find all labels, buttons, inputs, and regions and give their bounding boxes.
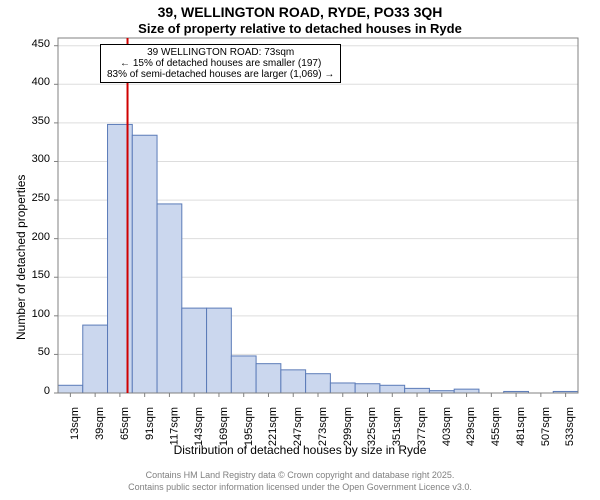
x-tick-label: 13sqm xyxy=(69,407,81,440)
x-tick-label: 533sqm xyxy=(565,407,577,446)
x-tick-label: 455sqm xyxy=(490,407,502,446)
y-tick-label: 400 xyxy=(0,76,50,88)
x-tick-label: 169sqm xyxy=(218,407,230,446)
y-tick-label: 300 xyxy=(0,153,50,165)
histogram-bar xyxy=(454,389,479,393)
histogram-bar xyxy=(231,356,256,393)
y-axis-label: Number of detached properties xyxy=(14,175,28,340)
x-axis-label: Distribution of detached houses by size … xyxy=(0,443,600,457)
x-tick-label: 143sqm xyxy=(193,407,205,446)
x-tick-label: 299sqm xyxy=(342,407,354,446)
histogram-bar xyxy=(132,135,157,393)
x-tick-label: 325sqm xyxy=(367,407,379,446)
histogram-bar xyxy=(281,370,306,393)
callout-line-3: 83% of semi-detached houses are larger (… xyxy=(107,69,334,80)
histogram-bar xyxy=(355,384,380,393)
histogram-bar xyxy=(157,204,182,393)
histogram-bar xyxy=(380,385,405,393)
x-tick-label: 117sqm xyxy=(168,407,180,445)
histogram-bar xyxy=(83,325,108,393)
callout-box: 39 WELLINGTON ROAD: 73sqm ← 15% of detac… xyxy=(100,44,341,83)
x-tick-label: 403sqm xyxy=(441,407,453,446)
x-tick-label: 507sqm xyxy=(540,407,552,446)
histogram-bar xyxy=(182,308,207,393)
x-tick-label: 221sqm xyxy=(267,407,279,446)
histogram-bar xyxy=(306,374,331,393)
x-tick-label: 351sqm xyxy=(391,407,403,446)
histogram-bar xyxy=(405,388,430,393)
x-tick-label: 247sqm xyxy=(292,407,304,446)
histogram-bar xyxy=(330,383,355,393)
x-tick-label: 39sqm xyxy=(94,407,106,440)
histogram-bar xyxy=(256,364,281,393)
x-tick-label: 377sqm xyxy=(416,407,428,446)
attribution-line-1: Contains HM Land Registry data © Crown c… xyxy=(146,470,455,480)
histogram-bar xyxy=(108,124,133,393)
x-tick-label: 65sqm xyxy=(119,407,131,440)
x-tick-label: 429sqm xyxy=(466,407,478,446)
x-tick-label: 195sqm xyxy=(243,407,255,446)
histogram-bar xyxy=(207,308,232,393)
y-tick-label: 350 xyxy=(0,115,50,127)
x-tick-label: 481sqm xyxy=(515,407,527,446)
x-tick-label: 91sqm xyxy=(144,407,156,440)
attribution-line-2: Contains public sector information licen… xyxy=(128,482,472,492)
histogram-bar xyxy=(58,385,83,393)
chart-container: 39, WELLINGTON ROAD, RYDE, PO33 3QH Size… xyxy=(0,0,600,500)
callout-line-1: 39 WELLINGTON ROAD: 73sqm xyxy=(107,47,334,58)
y-tick-label: 50 xyxy=(0,346,50,358)
attribution-text: Contains HM Land Registry data © Crown c… xyxy=(0,470,600,493)
y-tick-label: 450 xyxy=(0,38,50,50)
callout-line-2: ← 15% of detached houses are smaller (19… xyxy=(107,58,334,69)
x-tick-label: 273sqm xyxy=(317,407,329,446)
y-tick-label: 0 xyxy=(0,385,50,397)
